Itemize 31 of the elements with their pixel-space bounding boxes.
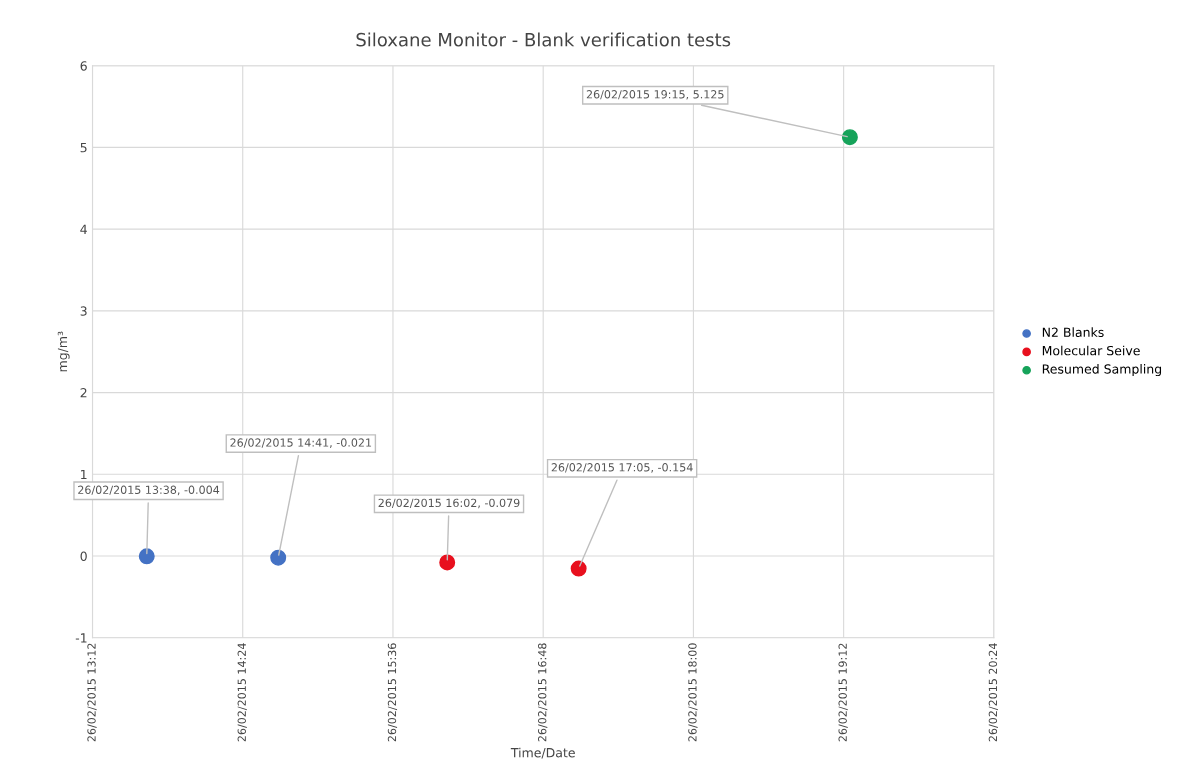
annotation: 26/02/2015 17:05, -0.154 xyxy=(551,463,693,473)
x-tick-label: 26/02/2015 18:00 xyxy=(688,643,698,742)
chart-title: Siloxane Monitor - Blank verification tests xyxy=(356,32,731,47)
point xyxy=(570,560,587,577)
annotation: 26/02/2015 13:38, -0.004 xyxy=(78,485,220,496)
y-tick-label: 3 xyxy=(80,306,87,316)
y-tick-label: 2 xyxy=(80,388,87,398)
legend-label: N2 Blanks xyxy=(1042,327,1104,337)
x-tick-label: 26/02/2015 13:12 xyxy=(87,643,97,742)
x-tick-label: 26/02/2015 16:48 xyxy=(538,643,548,742)
point xyxy=(439,554,456,571)
y-tick-label: 0 xyxy=(80,551,87,561)
point xyxy=(270,549,287,566)
annotation: 26/02/2015 19:15, 5.125 xyxy=(586,90,724,100)
x-tick-label: 26/02/2015 14:24 xyxy=(237,643,247,742)
x-tick-label: 26/02/2015 20:24 xyxy=(988,643,998,742)
x-tick-label: 26/02/2015 15:36 xyxy=(387,643,398,742)
x-tick-label: 26/02/2015 19:12 xyxy=(838,643,848,742)
annotation: 26/02/2015 14:41, -0.021 xyxy=(230,438,372,448)
y-tick-label: -1 xyxy=(75,633,87,643)
legend-label: Resumed Sampling xyxy=(1042,364,1162,377)
annotation: 26/02/2015 16:02, -0.079 xyxy=(378,498,520,509)
y-axis-title: mg/m³ xyxy=(57,331,70,372)
point xyxy=(138,548,155,565)
x-axis-title: Time/Date xyxy=(510,747,575,759)
y-tick-label: 5 xyxy=(80,143,87,153)
legend-label: Molecular Seive xyxy=(1042,345,1140,356)
point xyxy=(841,129,858,146)
y-tick-label: 4 xyxy=(80,224,87,234)
y-tick-label: 6 xyxy=(80,61,87,71)
y-tick-label: 1 xyxy=(81,469,87,480)
